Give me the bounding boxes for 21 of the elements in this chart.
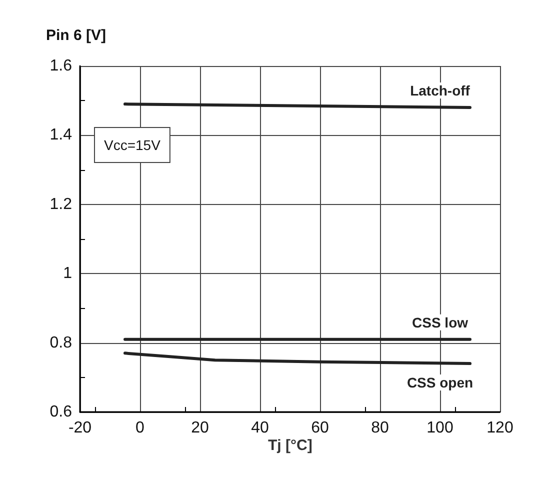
y-tick-label: 1.4	[50, 126, 72, 144]
y-tick-label: 0.8	[50, 334, 72, 352]
y-tick-label: 0.6	[50, 404, 72, 420]
x-tick-label: 60	[311, 420, 329, 436]
y-axis-title: Pin 6 [V]	[46, 27, 106, 44]
annotation: Vcc=15V	[104, 137, 162, 153]
x-tick-label: -20	[68, 420, 92, 436]
series-label: CSS low	[412, 314, 468, 330]
y-tick-label: 1.6	[50, 58, 72, 74]
series-label: Latch-off	[410, 82, 470, 99]
y-tick-label: 1	[63, 265, 72, 282]
x-axis-title: Tj [°C]	[268, 437, 312, 454]
line-series	[124, 352, 472, 366]
x-tick-label: 120	[486, 420, 514, 436]
series-label: CSS open	[406, 374, 474, 391]
x-tick-label: 0	[136, 420, 145, 436]
x-tick-label: 100	[426, 420, 454, 436]
x-tick-label: 40	[251, 420, 269, 436]
x-tick-label: 80	[371, 420, 389, 436]
y-tick-label: 1.2	[50, 196, 72, 213]
x-tick-label: 20	[191, 420, 209, 436]
